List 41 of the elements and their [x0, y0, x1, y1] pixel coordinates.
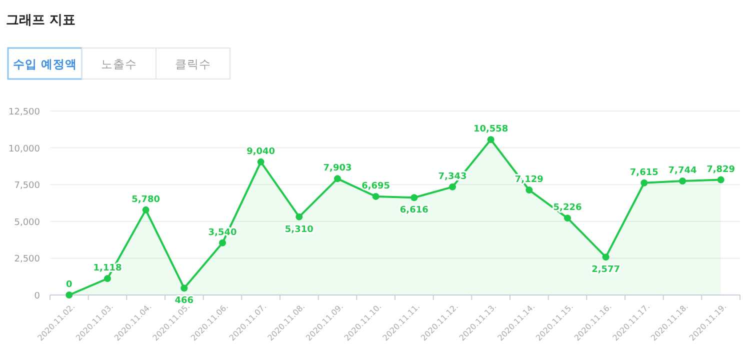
point [640, 179, 648, 186]
chart-title: 그래프 지표 [6, 13, 76, 28]
point [257, 158, 264, 166]
point [602, 254, 610, 261]
point [372, 192, 380, 200]
tab-button: 노출수 [82, 48, 156, 80]
y-tick-label: 7,500 [14, 181, 40, 192]
point [296, 213, 303, 220]
y-tick-label: 12,500 [8, 108, 40, 118]
point [679, 178, 686, 185]
point [717, 176, 724, 184]
data-label: 6,616 [400, 206, 428, 216]
data-label: 7,615 [630, 168, 658, 178]
y-tick-label: 5,000 [14, 218, 40, 228]
point [142, 206, 150, 214]
data-label: 0 [66, 280, 72, 290]
data-label: 7,744 [668, 166, 697, 176]
point [449, 183, 456, 190]
point [180, 284, 188, 292]
point [487, 136, 494, 144]
data-label: 2,577 [592, 265, 620, 276]
data-label: 5,310 [284, 224, 314, 235]
data-label: 9,040 [246, 146, 276, 157]
point [334, 175, 341, 182]
y-tick-label: 2,500 [14, 254, 40, 265]
data-label: 10,558 [473, 124, 508, 135]
data-label: 7,829 [706, 164, 736, 175]
point [564, 214, 571, 222]
y-tick-label: 10,000 [8, 144, 40, 154]
point [219, 239, 226, 246]
point [410, 194, 418, 202]
data-label: 5,780 [132, 194, 160, 205]
y-tick-label: 0 [34, 292, 40, 302]
tab-button: 수입 예정액 [7, 47, 83, 80]
point [66, 292, 73, 298]
data-label: 7,903 [323, 164, 352, 174]
point [104, 275, 111, 282]
point [526, 186, 533, 194]
tab-button: 클릭수 [156, 48, 230, 80]
data-label: 5,226 [553, 203, 582, 214]
data-label: 6,695 [362, 181, 390, 192]
